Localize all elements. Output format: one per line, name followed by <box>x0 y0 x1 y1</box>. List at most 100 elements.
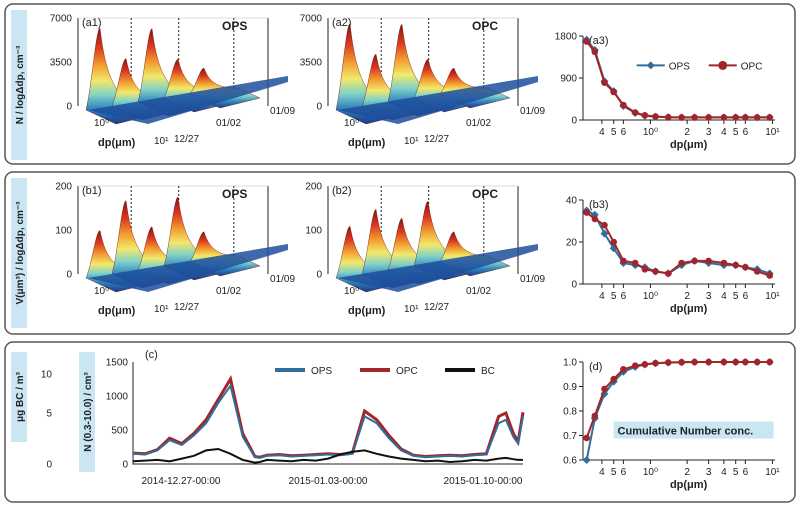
dp-axis-title: dp(μm) <box>348 137 386 149</box>
date-tick-label: 01/09 <box>520 106 545 117</box>
x-tick-label: 3 <box>706 291 712 302</box>
point-opc <box>601 79 608 86</box>
date-tick-label: 01/02 <box>216 286 241 297</box>
x-tick-label: 2014-12.27-00:00 <box>142 476 221 487</box>
dp-tick-label: 10¹ <box>404 136 419 147</box>
point-opc <box>691 257 698 265</box>
x-tick-label: 5 <box>611 127 617 138</box>
point-opc <box>641 266 649 273</box>
axis-lines <box>132 362 523 465</box>
point-opc <box>610 238 618 246</box>
z-tick-label: 0 <box>316 270 322 281</box>
y2-tick-label: 10 <box>41 370 53 381</box>
x-tick-label: 10¹ <box>765 291 780 302</box>
point-opc <box>652 268 659 275</box>
panel-label: (a1) <box>82 17 102 29</box>
point-ops <box>582 456 591 464</box>
point-opc <box>742 263 749 271</box>
x-axis-title: dp(μm) <box>670 303 708 315</box>
y-tick-label: 1000 <box>106 392 129 403</box>
date-tick-label: 12/27 <box>174 134 199 145</box>
dp-axis-title: dp(μm) <box>348 305 386 317</box>
x-tick-label: 10¹ <box>765 127 780 138</box>
legend-marker-ops <box>646 61 655 70</box>
point-opc <box>766 114 773 121</box>
y2-tick-label: 5 <box>46 409 52 420</box>
y2-axis-title: μg BC / m³ <box>15 371 26 422</box>
x-tick-label: 10⁰ <box>643 127 658 138</box>
x-axis-title: dp(μm) <box>670 479 708 491</box>
date-tick-label: 12/27 <box>174 302 199 313</box>
z-tick-label: 200 <box>55 182 72 193</box>
y-tick-label: 1800 <box>555 32 578 43</box>
point-opc <box>591 412 599 420</box>
point-opc <box>691 358 698 366</box>
x-tick-label: 6 <box>621 467 627 478</box>
x-tick-label: 3 <box>706 127 712 138</box>
dp-tick-label: 10⁰ <box>94 118 109 129</box>
x-tick-label: 2 <box>684 291 690 302</box>
x-tick-label: 2015-01.10-00:00 <box>444 476 523 487</box>
point-opc <box>753 358 761 366</box>
dp-tick-label: 10⁰ <box>344 286 359 297</box>
date-tick-label: 01/02 <box>216 118 241 129</box>
point-opc <box>678 114 685 121</box>
point-opc <box>641 112 649 119</box>
point-opc <box>766 272 773 279</box>
surface-floor <box>338 244 538 292</box>
x-tick-label: 4 <box>599 467 605 478</box>
row-a-ylabel-bg <box>11 10 27 160</box>
x-tick-label: 5 <box>733 467 739 478</box>
x-tick-label: 4 <box>721 127 727 138</box>
legend-label-bc: BC <box>481 366 495 377</box>
point-opc <box>732 358 739 366</box>
point-opc <box>652 359 659 367</box>
date-tick-label: 01/09 <box>520 274 545 285</box>
z-tick-label: 0 <box>66 102 72 113</box>
point-opc <box>601 385 608 393</box>
point-opc <box>720 259 728 267</box>
surface-floor <box>88 244 288 292</box>
dp-axis-title: dp(μm) <box>98 137 136 149</box>
surface-floor <box>338 76 538 124</box>
z-tick-label: 100 <box>305 226 322 237</box>
dp-tick-label: 10⁰ <box>344 118 359 129</box>
y-tick-label: 40 <box>566 196 578 207</box>
x-tick-label: 4 <box>599 291 605 302</box>
x-tick-label: 2 <box>684 127 690 138</box>
point-opc <box>732 114 739 121</box>
annotation-bg <box>613 421 774 439</box>
x-tick-label: 10⁰ <box>643 467 658 478</box>
point-opc <box>652 113 659 120</box>
panel-c-chart: 0 500 1000 1500 10 5 0 N (0.3-10.0) / cm³ μg BC … <box>11 349 525 487</box>
point-opc <box>610 375 618 383</box>
x-tick-label: 6 <box>743 127 749 138</box>
z-tick-label: 200 <box>305 182 322 193</box>
point-opc <box>631 259 639 267</box>
panel-b2-surface: 0 100 200 OPC (b2) 10⁰ 10¹ dp(μm) 12/27 01/02 01/0… <box>305 182 545 318</box>
point-opc <box>583 434 590 442</box>
z-tick-label: 0 <box>66 270 72 281</box>
point-opc <box>631 109 639 116</box>
panel-a2-surface: 0 3500 7000 OPC (a2) 10⁰ 10¹ dp(μm) 12/27 01/02 01… <box>300 14 546 150</box>
ylabel2-bg <box>11 352 27 442</box>
dp-axis-title: dp(μm) <box>98 305 136 317</box>
y2-tick-label: 0 <box>46 460 52 471</box>
dp-tick-label: 10¹ <box>154 136 169 147</box>
date-tick-label: 01/09 <box>270 274 295 285</box>
z-tick-label: 3500 <box>300 58 323 69</box>
instrument-label: OPC <box>472 187 498 201</box>
panel-label: (b3) <box>589 199 609 211</box>
z-tick-label: 3500 <box>50 58 73 69</box>
panel-label: (b2) <box>332 185 352 197</box>
point-opc <box>610 88 618 96</box>
z-tick-label: 0 <box>316 102 322 113</box>
legend-label-opc: OPC <box>741 61 763 72</box>
legend-label-opc: OPC <box>396 366 418 377</box>
surface-floor <box>88 76 288 124</box>
y-tick-label: 500 <box>111 426 128 437</box>
point-opc <box>678 358 685 366</box>
point-opc <box>601 221 608 229</box>
